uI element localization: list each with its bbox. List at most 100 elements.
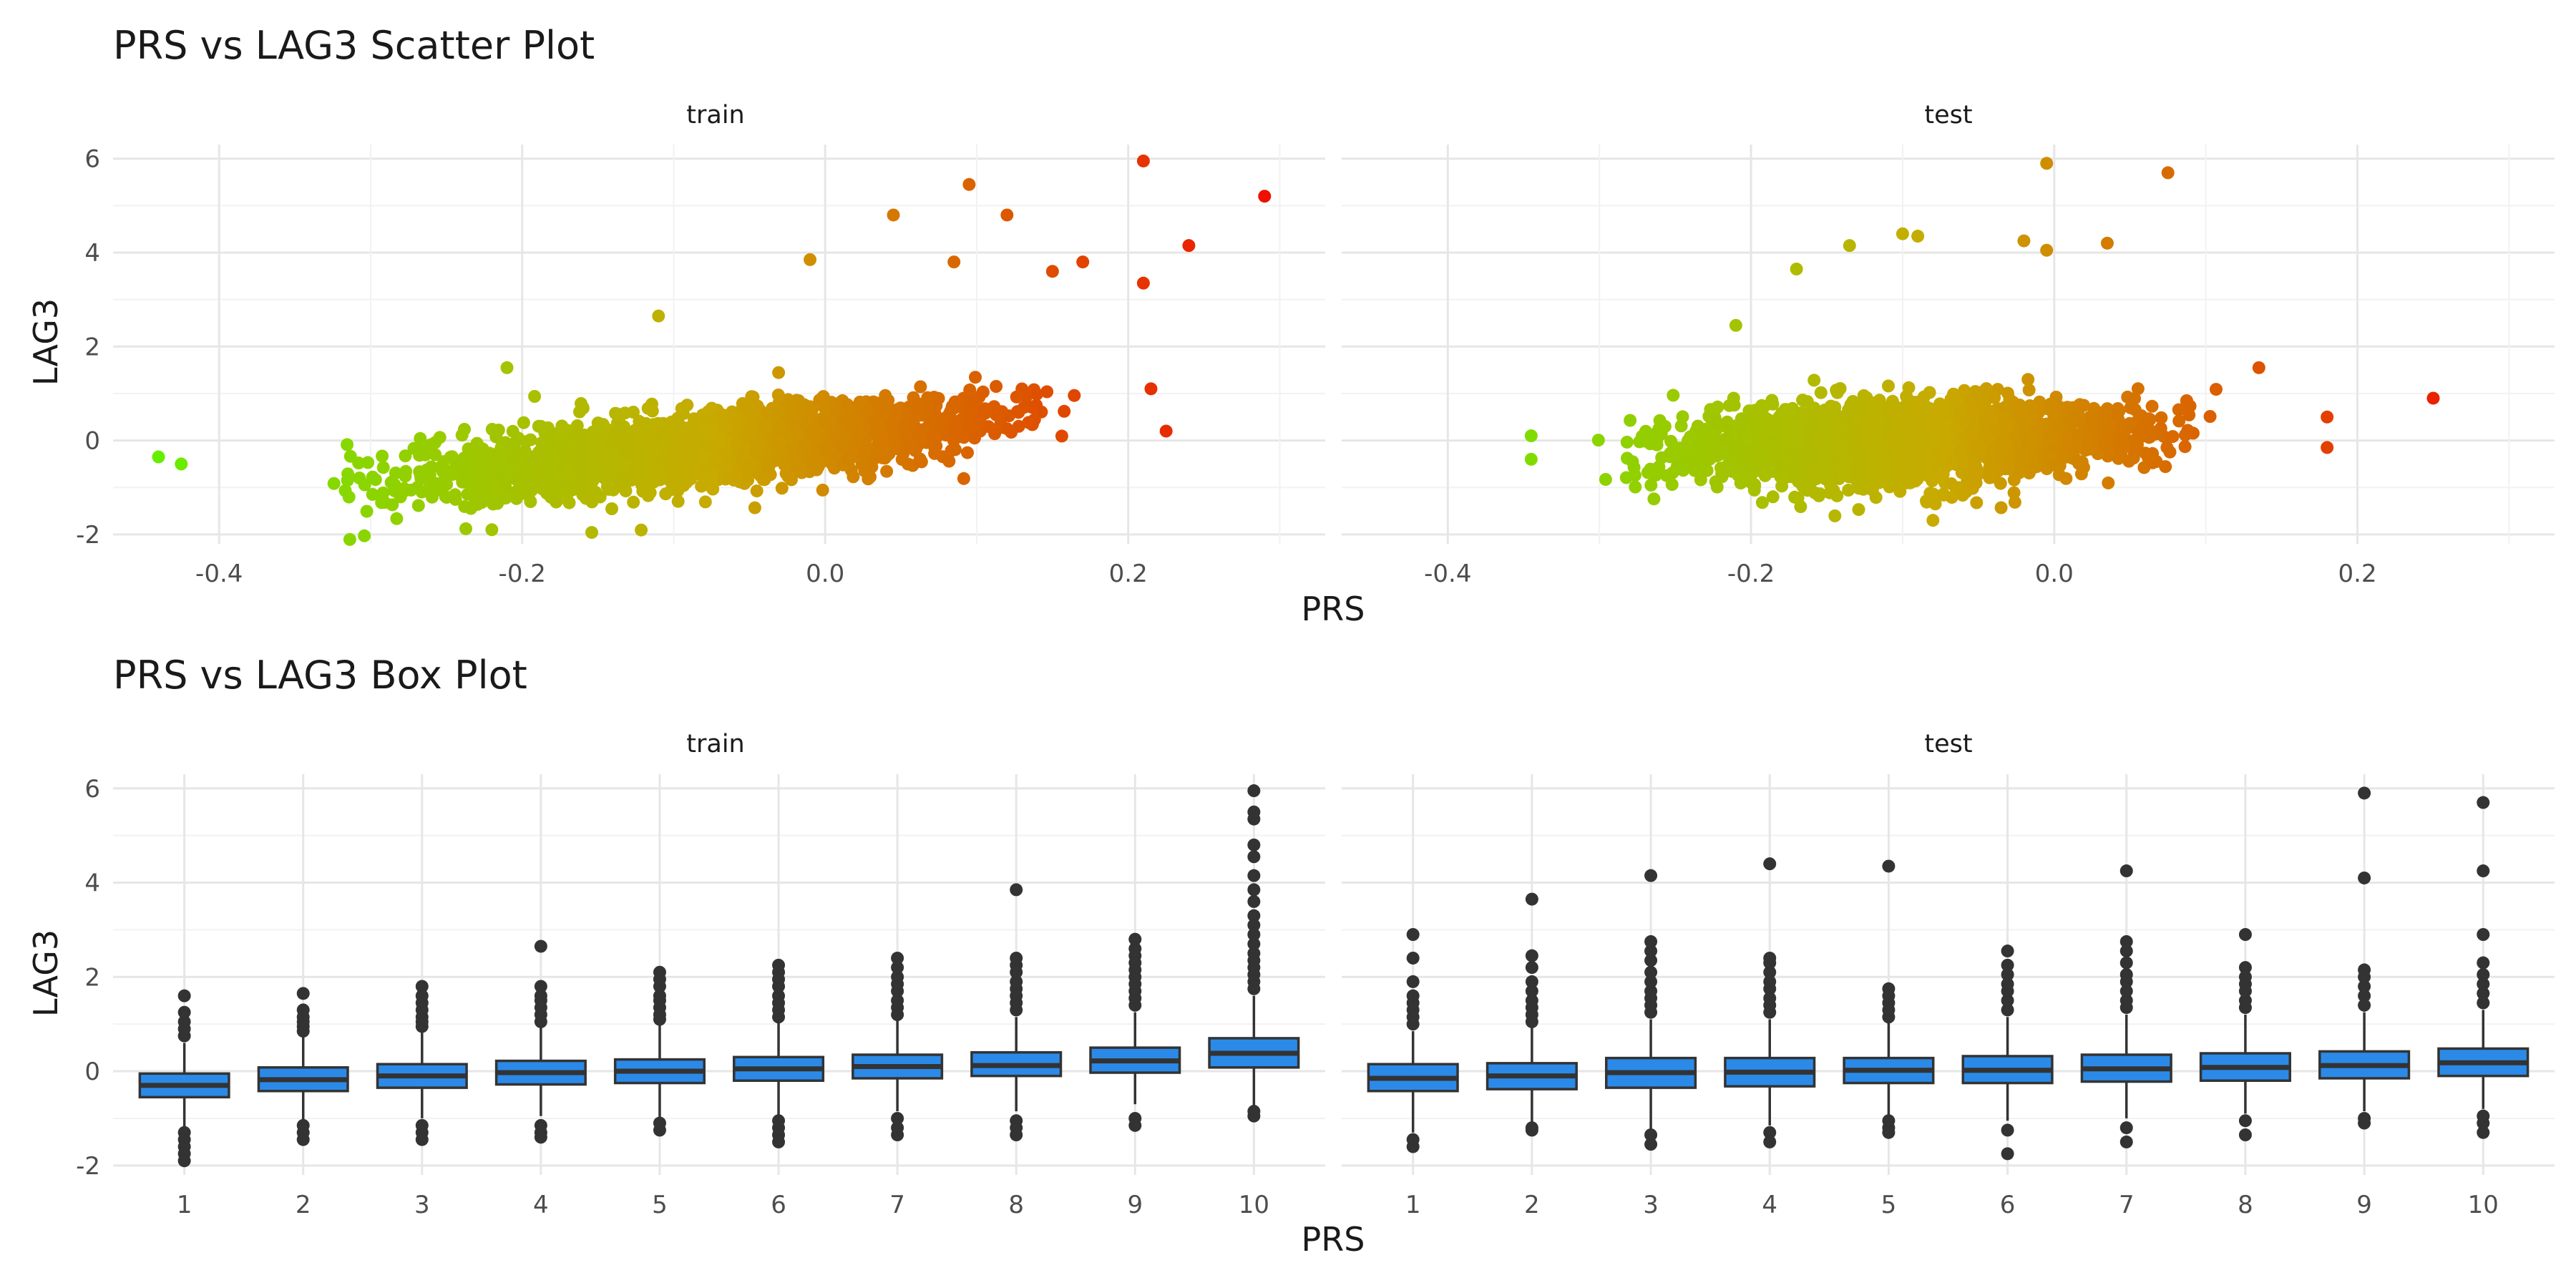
scatter-test-point: [1741, 433, 1755, 447]
box-test-x-tick-label: 2: [1524, 1191, 1540, 1219]
scatter-test-point: [2046, 408, 2060, 421]
scatter-train-point: [771, 404, 785, 418]
scatter-test-point: [1710, 416, 1724, 430]
scatter-train-point: [625, 436, 638, 450]
scatter-test-point: [2063, 413, 2077, 426]
box-test-outlier-point: [1644, 965, 1658, 979]
scatter-test-point: [1956, 455, 1969, 468]
scatter-train-point: [557, 449, 570, 463]
scatter-test-point: [2002, 458, 2015, 471]
box-test-outlier-point: [2477, 796, 2490, 809]
scatter-test-point: [1838, 458, 1852, 472]
scatter-train-point: [561, 430, 575, 444]
box-train-outlier-point: [415, 980, 429, 993]
scatter-train-point: [404, 483, 418, 497]
box-test-outlier-point: [1644, 954, 1658, 967]
scatter-test-point: [1999, 400, 2012, 414]
scatter-test-point: [1902, 381, 1916, 394]
box-test-outlier-point: [2477, 968, 2490, 981]
scatter-test-point: [1850, 464, 1863, 477]
scatter-test-outlier-point: [1896, 227, 1909, 240]
scatter-train-point: [795, 399, 809, 413]
box-test-outlier-point: [2119, 956, 2133, 970]
scatter-train-point: [835, 439, 849, 453]
box-train-outlier-point: [772, 958, 786, 972]
scatter-train-point: [358, 529, 371, 542]
scatter-test-point: [1828, 426, 1842, 440]
scatter-train-point: [772, 366, 786, 379]
scatter-train-point: [671, 494, 685, 508]
scatter-train-point: [475, 496, 489, 509]
scatter-train-point: [341, 474, 354, 487]
scatter-train-point: [748, 445, 762, 459]
scatter-train-x-tick-label: 0.2: [1109, 560, 1148, 588]
scatter-train-point: [613, 474, 626, 488]
box-train-outlier-point: [653, 1123, 666, 1137]
box-test-outlier-point: [2238, 970, 2252, 984]
box-test-outlier-point: [2119, 968, 2133, 981]
scatter-test-point: [1882, 379, 1895, 393]
scatter-train-point: [389, 467, 402, 479]
scatter-test-point: [1989, 424, 2003, 438]
scatter-test-point: [1744, 408, 1757, 421]
box-test-x-tick-label: 3: [1643, 1191, 1659, 1219]
box-test-outlier-point: [2358, 998, 2371, 1012]
scatter-train-point: [921, 391, 935, 404]
scatter-train-outlier-point: [1045, 265, 1059, 278]
box-test-outlier-point: [2119, 864, 2133, 878]
box-test-outlier-point: [1644, 985, 1658, 998]
scatter-test-point: [2012, 466, 2026, 479]
scatter-test-point: [1900, 450, 1913, 464]
scatter-test-point: [2033, 421, 2046, 435]
scatter-test-point: [2172, 414, 2186, 428]
scatter-train-point: [602, 466, 615, 479]
scatter-train-point: [748, 501, 761, 514]
scatter-train-y-tick-label: 6: [84, 145, 100, 174]
scatter-test-point: [1814, 386, 1828, 399]
scatter-test-point: [2180, 394, 2194, 408]
scatter-train-point: [508, 436, 522, 449]
box-test-outlier-point: [1763, 857, 1777, 871]
scatter-train-point: [659, 487, 673, 501]
scatter-train-point: [605, 502, 618, 515]
scatter-train-point: [913, 429, 927, 442]
scatter-train-strip-label: train: [686, 101, 744, 130]
scatter-train-point: [713, 436, 727, 449]
scatter-train-point: [746, 390, 760, 404]
scatter-test-point: [1897, 419, 1911, 432]
box-train-strip-label: train: [686, 730, 744, 758]
box-train-outlier-point: [1247, 918, 1261, 932]
scatter-train-point: [879, 450, 893, 463]
scatter-train-outlier-point: [887, 208, 900, 222]
scatter-train-point: [799, 439, 811, 452]
scatter-train-point: [399, 449, 412, 463]
scatter-test-point: [1710, 480, 1724, 494]
box-test-outlier-point: [2238, 1128, 2252, 1141]
scatter-test-point: [2021, 373, 2035, 386]
scatter-train-point: [988, 427, 1002, 441]
scatter-test-point: [1694, 422, 1707, 436]
scatter-train-point: [465, 460, 479, 474]
scatter-train-outlier-point: [1258, 190, 1272, 203]
box-train-outlier-point: [1247, 947, 1261, 960]
box-test-outlier-point: [2477, 1116, 2490, 1130]
scatter-test-outlier-point: [2321, 410, 2334, 424]
scatter-train-point: [889, 409, 903, 422]
scatter-train-point: [750, 484, 763, 498]
scatter-test-point: [2178, 440, 2192, 454]
scatter-test-point: [2160, 441, 2174, 454]
scatter-train-outlier-point: [1182, 239, 1196, 253]
scatter-test-point: [2059, 472, 2073, 485]
scatter-test-point: [2210, 383, 2223, 396]
scatter-train-point: [407, 441, 421, 455]
scatter-train-point: [968, 431, 981, 445]
scatter-train-point: [1068, 389, 1081, 402]
scatter-train-point: [694, 452, 708, 466]
box-test-x-tick-label: 7: [2119, 1191, 2135, 1219]
scatter-test-point: [2131, 382, 2145, 396]
box-train-outlier-point: [177, 1015, 191, 1028]
scatter-train-point: [580, 492, 592, 505]
box-plot-title: PRS vs LAG3 Box Plot: [113, 653, 527, 698]
scatter-test-point: [1876, 439, 1890, 453]
scatter-train-point: [947, 434, 960, 447]
